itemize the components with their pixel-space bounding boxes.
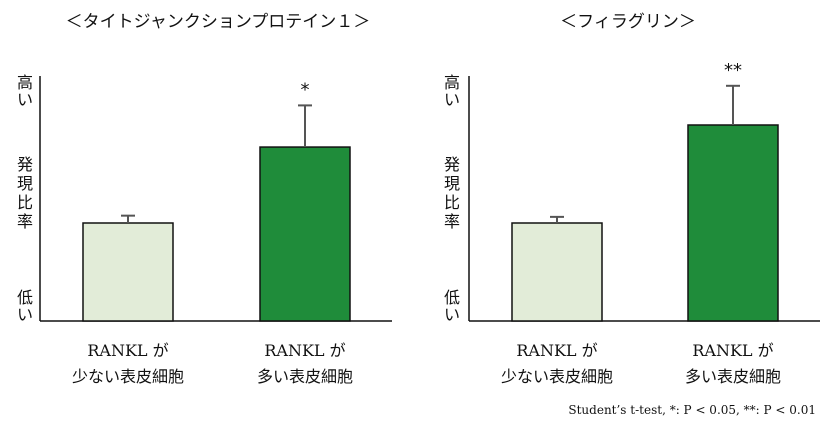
chart-title: ＜フィラグリン＞ — [560, 12, 696, 32]
category-label-low-1: RANKL が — [87, 341, 168, 360]
category-label-low-2: 少ない表皮細胞 — [501, 367, 613, 386]
category-label-high-2: 多い表皮細胞 — [257, 367, 353, 386]
y-label-low-2: い — [17, 305, 33, 324]
category-label-high-2: 多い表皮細胞 — [685, 367, 781, 386]
category-label-low-1: RANKL が — [516, 341, 597, 360]
category-label-low-2: 少ない表皮細胞 — [72, 367, 184, 386]
y-label-mid-1: 発 — [17, 155, 33, 174]
y-label-high-1: 高 — [17, 73, 33, 92]
y-label-mid-1: 発 — [444, 155, 460, 174]
chart-title: ＜タイトジャンクションプロテイン１＞ — [66, 12, 371, 32]
y-label-mid-4: 率 — [17, 212, 33, 231]
y-label-mid-3: 比 — [444, 193, 460, 212]
significance-marker: * — [301, 79, 310, 100]
significance-marker: ** — [724, 60, 742, 81]
y-label-mid-3: 比 — [17, 193, 33, 212]
bar-low-rankl — [511, 222, 603, 322]
y-label-mid-4: 率 — [444, 212, 460, 231]
y-label-low-2: い — [444, 305, 460, 324]
bar-low-rankl — [82, 222, 174, 322]
statistics-footnote: Student’s t-test, *: P < 0.05, **: P < 0… — [568, 403, 816, 417]
bar-high-rankl — [687, 124, 779, 322]
chart-panel-left: ＜タイトジャンクションプロテイン１＞ 高 い 発 現 比 率 低 い * RAN… — [17, 12, 392, 386]
y-label-high-1: 高 — [444, 73, 460, 92]
bar-high-rankl — [259, 146, 351, 322]
y-label-mid-2: 現 — [17, 174, 33, 193]
bars: ** — [511, 60, 779, 322]
chart-panel-right: ＜フィラグリン＞ 高 い 発 現 比 率 低 い ** RANKL が 少ない表… — [444, 12, 820, 386]
y-label-high-2: い — [444, 90, 460, 109]
y-label-low-1: 低 — [444, 288, 460, 307]
y-axis-label: 高 い 発 現 比 率 低 い — [444, 73, 460, 324]
y-axis-label: 高 い 発 現 比 率 低 い — [17, 73, 33, 324]
bars: * — [82, 79, 351, 322]
category-label-high-1: RANKL が — [692, 341, 773, 360]
y-label-mid-2: 現 — [444, 174, 460, 193]
y-label-high-2: い — [17, 90, 33, 109]
category-label-high-1: RANKL が — [264, 341, 345, 360]
y-label-low-1: 低 — [17, 288, 33, 307]
